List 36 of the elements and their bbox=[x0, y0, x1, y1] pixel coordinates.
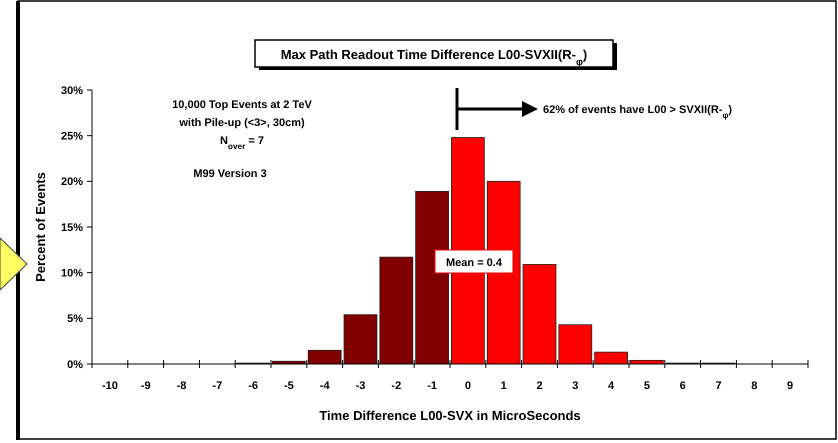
x-tick-label: -2 bbox=[391, 380, 402, 392]
annotation: N$_{over}$ = 7 bbox=[220, 135, 264, 150]
y-axis-title: Percent of Events bbox=[33, 172, 48, 282]
y-tick-label: 10% bbox=[60, 268, 84, 280]
chart-title: Max Path Readout Time Difference L00-SVXII(R-$_{φ}$) bbox=[280, 47, 588, 68]
y-tick-label: 0% bbox=[67, 358, 84, 371]
x-tick-label: -1 bbox=[427, 380, 437, 392]
x-tick-label: 1 bbox=[500, 380, 507, 392]
x-tick-label: 3 bbox=[572, 380, 578, 392]
x-tick-label: -5 bbox=[284, 380, 294, 392]
annotation: 10,000 Top Events at 2 TeV bbox=[172, 99, 312, 111]
x-tick-label: 5 bbox=[644, 380, 650, 392]
y-tick-label: 15% bbox=[60, 222, 84, 234]
annotation: with Pile-up (<3>, 30cm) bbox=[178, 117, 305, 129]
x-tick-label: 7 bbox=[715, 380, 722, 392]
y-tick-label: 20% bbox=[60, 176, 84, 188]
x-tick-label: 6 bbox=[680, 380, 686, 392]
x-tick-label: 0 bbox=[464, 380, 471, 392]
x-tick-label: -10 bbox=[102, 380, 118, 392]
y-tick-label: 25% bbox=[60, 130, 84, 143]
annotation: 62% of events have L00 > SVXII(R-$_{φ}$) bbox=[543, 104, 732, 120]
x-tick-label: -7 bbox=[212, 380, 222, 392]
x-tick-label: 2 bbox=[536, 380, 543, 392]
x-tick-label: -9 bbox=[140, 380, 151, 392]
y-tick-label: 30% bbox=[60, 84, 84, 97]
x-tick-label: -4 bbox=[320, 380, 330, 392]
x-tick-label: -3 bbox=[356, 380, 366, 392]
x-tick-label: 9 bbox=[787, 380, 794, 392]
annotation: M99 Version 3 bbox=[193, 168, 267, 180]
x-tick-label: 4 bbox=[608, 380, 616, 392]
x-tick-label: -6 bbox=[248, 380, 258, 392]
x-tick-label: 8 bbox=[751, 380, 758, 392]
y-tick-label: 5% bbox=[67, 313, 84, 326]
x-tick-label: -8 bbox=[176, 380, 186, 392]
annotation: Mean = 0.4 bbox=[446, 257, 503, 269]
x-axis-title: Time Difference L00-SVX in MicroSeconds bbox=[319, 408, 581, 423]
